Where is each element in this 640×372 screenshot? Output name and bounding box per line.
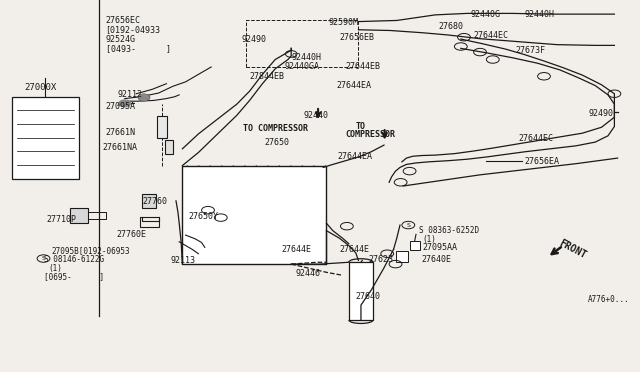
Text: 92113: 92113 [171,256,196,265]
Text: 27644EC: 27644EC [474,31,509,40]
Text: 27095B[0192-06953: 27095B[0192-06953 [51,247,130,256]
Text: 27661N: 27661N [106,128,136,137]
Text: 27656EC: 27656EC [106,16,141,25]
Text: 92440GA: 92440GA [285,62,320,71]
Text: 92590M: 92590M [328,18,358,27]
Text: 27644EB: 27644EB [346,62,381,71]
Text: 27760: 27760 [142,197,167,206]
Text: 92524G: 92524G [106,35,136,44]
Text: 27644EC: 27644EC [518,134,554,143]
Text: 27644E: 27644E [339,246,369,254]
Text: 92440H: 92440H [525,10,555,19]
Text: [0192-04933: [0192-04933 [106,25,161,34]
Text: 27644EA: 27644EA [338,152,373,161]
Bar [396,251,408,262]
Bar [165,140,173,154]
Text: [0695-      ]: [0695- ] [44,272,104,281]
Text: S 08363-6252D: S 08363-6252D [419,226,479,235]
Circle shape [119,100,131,107]
Text: 27644EA: 27644EA [336,81,371,90]
Bar [349,262,373,320]
Text: 27095AA: 27095AA [422,243,458,252]
Text: 92446: 92446 [296,269,321,278]
Text: S 08146-6122G: S 08146-6122G [44,255,104,264]
Text: 27644E: 27644E [282,246,312,254]
Text: 27650Y: 27650Y [189,212,219,221]
Text: 27680: 27680 [438,22,463,31]
Text: S: S [406,222,410,228]
Bar [70,208,88,223]
Text: 27640: 27640 [356,292,381,301]
Text: 27095A: 27095A [106,102,136,110]
Text: 27673F: 27673F [515,46,545,55]
Text: TO: TO [355,122,365,131]
Text: 27760E: 27760E [116,230,147,239]
Text: S: S [42,256,45,261]
Bar [12,97,79,179]
Text: FRONT: FRONT [557,238,588,260]
Text: 27661NA: 27661NA [102,143,138,152]
Text: 92490: 92490 [242,35,267,44]
Text: 27650: 27650 [264,138,289,147]
Text: 92440G: 92440G [470,10,500,19]
Text: 92440: 92440 [304,111,329,120]
Text: 27656EB: 27656EB [339,33,374,42]
Bar [157,116,167,138]
Text: 92490: 92490 [589,109,614,118]
Text: 27640E: 27640E [421,255,451,264]
Bar [410,241,420,250]
Text: 27844EB: 27844EB [250,72,285,81]
Text: (1): (1) [48,264,62,273]
Text: 92112: 92112 [117,90,142,99]
Text: 27623: 27623 [368,255,393,264]
Text: 92440H: 92440H [291,53,321,62]
Text: TO COMPRESSOR: TO COMPRESSOR [243,124,308,133]
Text: (1): (1) [422,235,436,244]
Bar [182,166,326,264]
Text: A776+0...: A776+0... [588,295,629,304]
Text: 27656EA: 27656EA [525,157,560,166]
Bar [142,194,156,208]
Bar [140,217,159,227]
Circle shape [139,94,149,100]
Text: 27000X: 27000X [24,83,56,92]
Text: [0493-      ]: [0493- ] [106,44,171,53]
Bar [246,20,358,67]
Text: 27710P: 27710P [46,215,76,224]
Text: COMPRESSOR: COMPRESSOR [346,130,396,139]
